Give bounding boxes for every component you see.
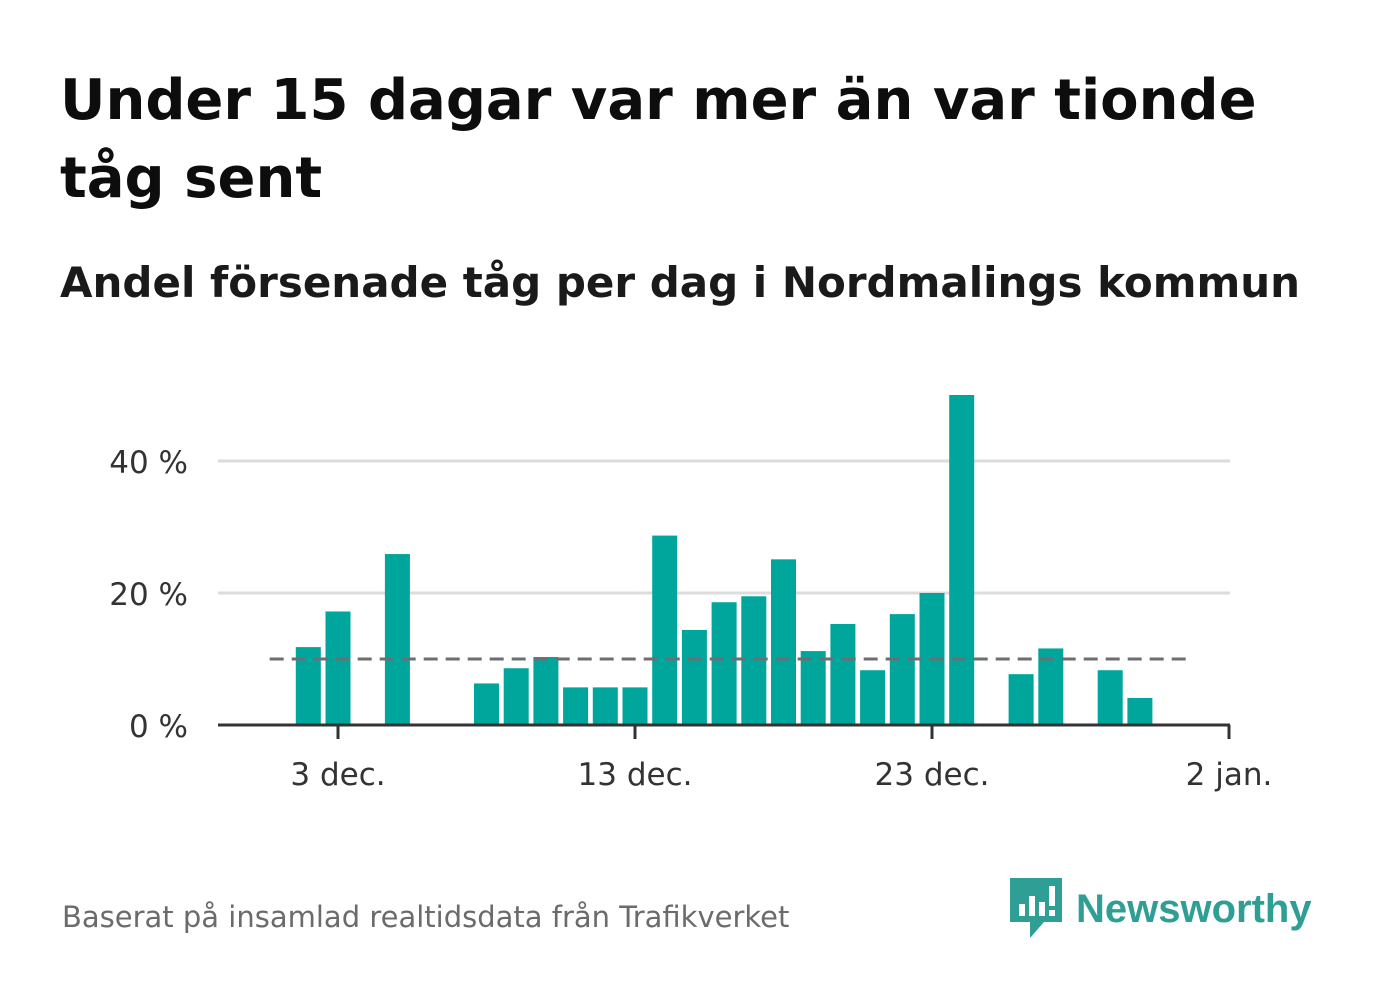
bar [503,668,529,725]
y-tick-label: 0 % [129,709,188,745]
bar [681,629,707,725]
bar [563,687,589,725]
bar [1097,670,1123,725]
bar [741,596,767,725]
y-tick-label: 40 % [109,445,188,481]
bar [860,670,886,725]
bar [1127,697,1153,725]
x-tick-label: 2 jan. [1186,757,1273,793]
bar [592,687,618,725]
x-tick-label: 23 dec. [875,757,990,793]
bar [622,687,648,725]
bar [474,683,499,725]
bar [771,559,796,725]
bar [830,624,856,725]
y-tick-label: 20 % [109,577,188,613]
bar [652,535,678,725]
bar [325,611,351,725]
bar [949,395,975,725]
bar [800,651,826,725]
bar [1038,648,1064,725]
bar [384,554,410,725]
bar [1008,674,1034,725]
chart-title: Under 15 dagar var mer än var tionde tåg… [60,68,1257,211]
chart-subtitle: Andel försenade tåg per dag i Nordmaling… [60,258,1301,307]
newsworthy-logo-icon [1010,878,1062,938]
bar [889,614,915,725]
brand-logo: Newsworthy [1010,878,1312,940]
source-note: Baserat på insamlad realtidsdata från Tr… [62,900,790,934]
x-tick-label: 3 dec. [290,757,385,793]
brand-name: Newsworthy [1076,886,1312,931]
bar [711,602,737,725]
x-tick-label: 13 dec. [578,757,693,793]
bar [533,657,559,725]
